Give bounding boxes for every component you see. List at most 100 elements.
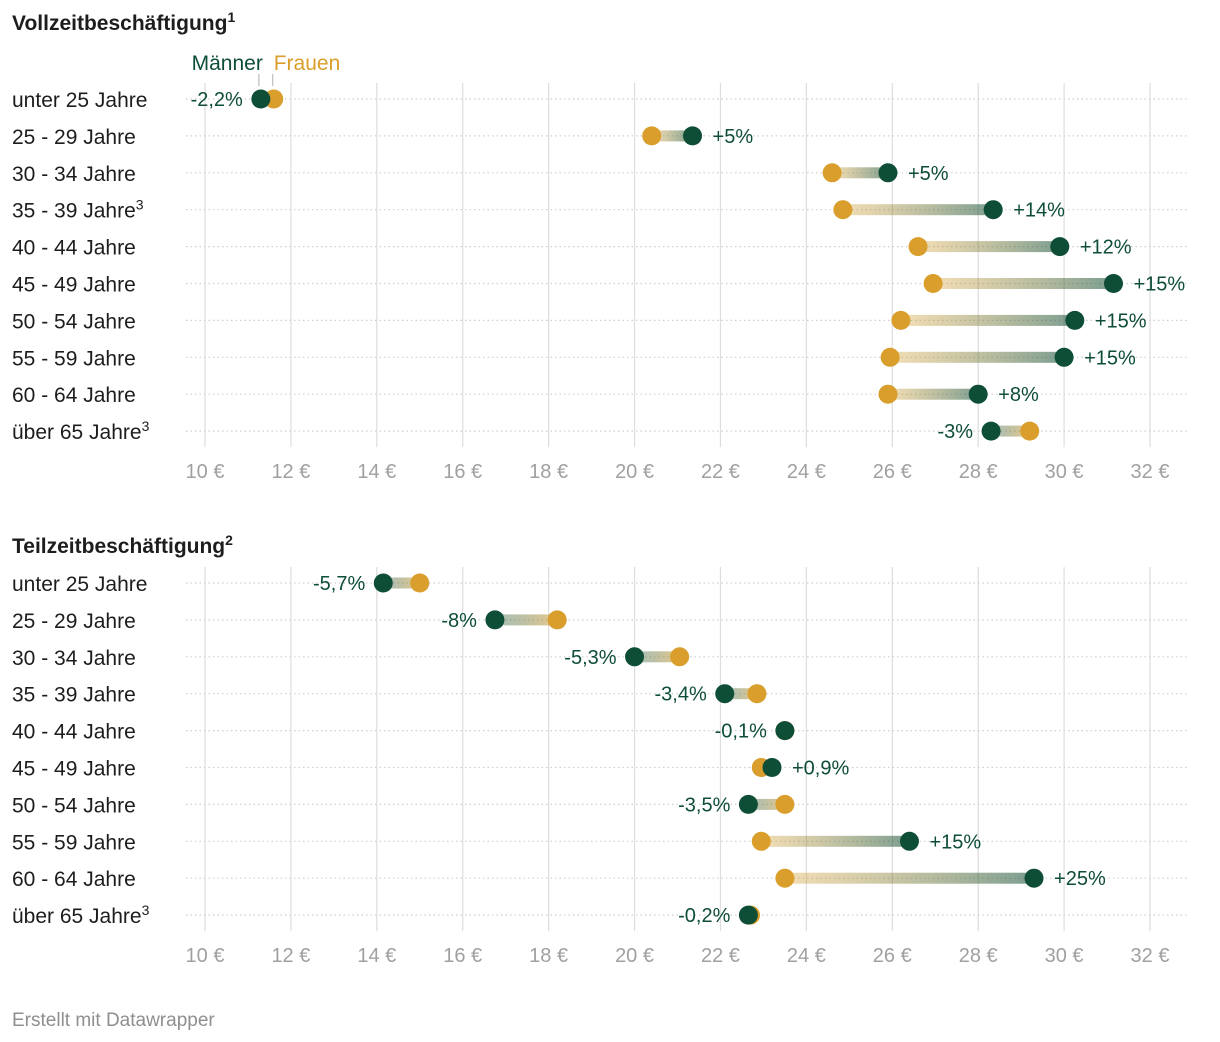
difference-label: +8%: [998, 384, 1039, 406]
dot-men: [981, 421, 1001, 441]
difference-label: -3,4%: [655, 684, 707, 706]
dot-men: [683, 126, 703, 146]
range-bar: [494, 614, 558, 626]
x-tick-label: 14 €: [357, 461, 396, 483]
category-label: 45 - 49 Jahre: [12, 274, 136, 297]
dot-women: [891, 310, 911, 330]
dot-men: [878, 163, 898, 183]
data-row: 40 - 44 Jahre -0,1%: [12, 721, 1188, 744]
x-tick-label: 32 €: [1131, 945, 1170, 967]
data-row: 40 - 44 Jahre +12%: [12, 237, 1188, 260]
dot-men: [738, 905, 758, 925]
difference-label: -8%: [441, 610, 477, 632]
chart-panel-1: Vollzeitbeschäftigung1 10 € 12 € 14 € 16 € 18…: [12, 9, 1188, 483]
dot-women: [642, 126, 662, 146]
difference-label: -0,2%: [678, 905, 730, 927]
dot-men: [1054, 347, 1074, 367]
difference-label: +15%: [1095, 310, 1147, 332]
difference-label: +15%: [929, 831, 981, 853]
dot-women: [908, 237, 928, 257]
x-tick-label: 18 €: [529, 945, 568, 967]
difference-label: -2,2%: [191, 89, 243, 111]
dot-men: [968, 384, 988, 404]
data-row: 55 - 59 Jahre +15%: [12, 831, 1188, 854]
data-row: 30 - 34 Jahre -5,3%: [12, 647, 1188, 670]
x-tick-label: 30 €: [1045, 945, 1084, 967]
category-label: 25 - 29 Jahre: [12, 610, 136, 633]
difference-label: -5,7%: [313, 573, 365, 595]
category-label: 40 - 44 Jahre: [12, 237, 136, 260]
x-tick-label: 14 €: [357, 945, 396, 967]
range-bar: [887, 388, 979, 400]
x-tick-label: 28 €: [959, 945, 998, 967]
range-bar: [784, 872, 1035, 884]
category-label: 50 - 54 Jahre: [12, 794, 136, 817]
dot-women: [880, 347, 900, 367]
x-tick-label: 16 €: [443, 461, 482, 483]
dot-men: [251, 89, 271, 109]
data-row: 55 - 59 Jahre +15%: [12, 347, 1188, 370]
difference-label: +12%: [1080, 237, 1132, 259]
data-row: 25 - 29 Jahre +5%: [12, 126, 1188, 149]
category-label: 45 - 49 Jahre: [12, 758, 136, 781]
chart-title: Teilzeitbeschäftigung2: [12, 532, 233, 558]
range-bar: [832, 167, 888, 179]
x-tick-label: 32 €: [1131, 461, 1170, 483]
dot-men: [1065, 310, 1085, 330]
difference-label: -5,3%: [564, 647, 616, 669]
x-tick-label: 26 €: [873, 461, 912, 483]
range-bar: [890, 351, 1065, 363]
legend-men: Männer: [192, 52, 263, 75]
x-tick-label: 12 €: [271, 945, 310, 967]
data-row: 25 - 29 Jahre -8%: [12, 610, 1188, 633]
dot-men: [1024, 868, 1044, 888]
category-label: unter 25 Jahre: [12, 573, 147, 596]
difference-label: +5%: [908, 163, 949, 185]
x-tick-label: 26 €: [873, 945, 912, 967]
x-tick-label: 28 €: [959, 461, 998, 483]
dot-women: [923, 274, 943, 293]
difference-label: +5%: [713, 126, 754, 148]
x-tick-label: 12 €: [271, 461, 310, 483]
difference-label: +25%: [1054, 868, 1106, 890]
x-tick-label: 16 €: [443, 945, 482, 967]
category-label: über 65 Jahre3: [12, 418, 150, 444]
dot-men: [485, 610, 505, 630]
difference-label: +14%: [1013, 200, 1065, 222]
x-tick-label: 30 €: [1045, 461, 1084, 483]
dot-women: [833, 200, 853, 220]
dot-men: [625, 647, 645, 667]
dot-women: [410, 573, 430, 593]
dot-men: [983, 200, 1003, 220]
category-label: 35 - 39 Jahre3: [12, 197, 144, 223]
x-tick-label: 24 €: [787, 461, 826, 483]
dot-men: [1050, 237, 1070, 257]
category-label: über 65 Jahre3: [12, 902, 150, 928]
range-bar: [761, 835, 910, 847]
difference-label: -3,5%: [678, 794, 730, 816]
range-bar: [724, 688, 757, 700]
data-row: 45 - 49 Jahre +15%: [12, 274, 1188, 297]
category-label: 50 - 54 Jahre: [12, 310, 136, 333]
category-label: 30 - 34 Jahre: [12, 647, 136, 670]
difference-label: +15%: [1133, 274, 1185, 296]
difference-label: +15%: [1084, 347, 1136, 369]
dot-women: [547, 610, 567, 630]
difference-label: +0,9%: [792, 758, 849, 780]
category-label: unter 25 Jahre: [12, 89, 147, 112]
dot-women: [878, 384, 898, 404]
data-row: unter 25 Jahre -5,7%: [12, 573, 1188, 596]
dot-men: [715, 684, 735, 704]
data-row: 35 - 39 Jahre3 +14%: [12, 197, 1188, 223]
data-row: 60 - 64 Jahre +8%: [12, 384, 1188, 407]
category-label: 60 - 64 Jahre: [12, 868, 136, 891]
category-label: 60 - 64 Jahre: [12, 384, 136, 407]
dot-men: [775, 721, 795, 741]
dot-women: [670, 647, 690, 667]
dot-men: [762, 758, 782, 777]
chart-panel-2: Teilzeitbeschäftigung2 10 € 12 € 14 € 16 € 18…: [12, 532, 1188, 967]
dot-women: [775, 794, 795, 814]
difference-label: -3%: [937, 421, 973, 443]
data-row: 30 - 34 Jahre +5%: [12, 163, 1188, 186]
